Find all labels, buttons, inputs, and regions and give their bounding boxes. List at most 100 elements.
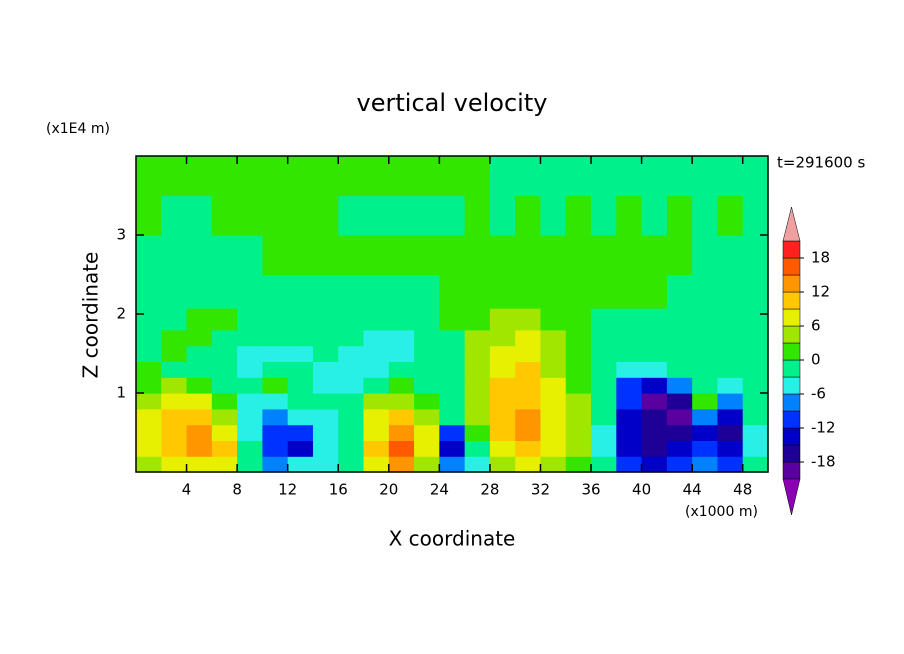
contour-cell: [287, 235, 314, 276]
x-tick-label: 36: [581, 481, 600, 499]
contour-cell: [237, 361, 263, 378]
y-tick-label: 3: [116, 226, 126, 244]
contour-cell: [262, 408, 289, 426]
contour-cell: [211, 424, 238, 441]
colorbar-tick-label: -12: [811, 419, 836, 437]
colorbar-band: [782, 427, 801, 446]
contour-cell: [742, 440, 769, 457]
contour-cell: [262, 456, 289, 473]
contour-cell: [591, 345, 617, 362]
contour-cell: [489, 361, 516, 378]
contour-cell: [565, 274, 592, 309]
x-axis-label: X coordinate: [389, 527, 516, 551]
contour-cell: [616, 456, 643, 473]
contour-cell: [717, 156, 744, 197]
contour-cell: [515, 345, 542, 362]
contour-cell: [742, 456, 769, 473]
contour-cell: [742, 308, 769, 331]
contour-cell: [414, 156, 440, 197]
contour-cell: [388, 424, 415, 441]
contour-cell: [591, 377, 617, 394]
contour-cell: [742, 195, 769, 236]
contour-cell: [515, 235, 542, 276]
contour-cell: [388, 393, 415, 410]
contour-cell: [136, 456, 162, 473]
contour-cell: [136, 408, 162, 426]
contour-cell: [717, 377, 744, 394]
contour-cell: [136, 424, 162, 441]
contour-cell: [414, 377, 440, 394]
contour-cell: [742, 393, 769, 410]
contour-cell: [489, 424, 516, 441]
contour-cell: [161, 235, 188, 276]
time-label: t=291600 s: [777, 154, 865, 172]
contour-cell: [312, 308, 339, 331]
contour-cell: [641, 424, 668, 441]
contour-cell: [489, 329, 516, 347]
contour-cell: [565, 156, 592, 197]
contour-cell: [641, 440, 668, 457]
contour-cell: [312, 393, 339, 410]
contour-cell: [136, 308, 162, 331]
contour-cell: [363, 156, 390, 197]
contour-cell: [414, 393, 440, 410]
colorbar-tick-label: 0: [811, 351, 821, 369]
contour-cell: [186, 235, 213, 276]
contour-cell: [591, 440, 617, 457]
contour-cell: [136, 195, 162, 236]
contour-cell: [338, 274, 365, 309]
contour-cell: [414, 408, 440, 426]
contour-cell: [591, 408, 617, 426]
contour-cell: [338, 456, 365, 473]
contour-cell: [692, 361, 719, 378]
contour-cell: [489, 274, 516, 309]
contour-cell: [439, 440, 466, 457]
contour-cell: [211, 308, 238, 331]
contour-cell: [692, 408, 719, 426]
contour-cell: [262, 308, 289, 331]
contour-cell: [186, 361, 213, 378]
contour-cell: [616, 440, 643, 457]
contour-cell: [312, 456, 339, 473]
contour-cell: [591, 456, 617, 473]
contour-cell: [717, 456, 744, 473]
contour-cell: [161, 345, 188, 362]
contour-cell: [489, 408, 516, 426]
contour-cell: [363, 329, 390, 347]
contour-cell: [186, 195, 213, 236]
contour-cell: [464, 308, 491, 331]
contour-cell: [262, 329, 289, 347]
contour-cell: [742, 361, 769, 378]
contour-cell: [666, 377, 693, 394]
contour-cell: [717, 361, 744, 378]
contour-cell: [641, 308, 668, 331]
contour-cell: [616, 195, 643, 236]
colorbar-band: [782, 376, 801, 395]
contour-cell: [641, 329, 668, 347]
contour-cell: [616, 308, 643, 331]
contour-cell: [287, 308, 314, 331]
contour-cell: [439, 456, 466, 473]
contour-cell: [439, 424, 466, 441]
contour-cell: [591, 195, 617, 236]
contour-cell: [666, 329, 693, 347]
contour-cell: [692, 440, 719, 457]
contour-cell: [591, 393, 617, 410]
contour-cell: [742, 377, 769, 394]
contour-cell: [641, 361, 668, 378]
contour-cell: [186, 156, 213, 197]
contour-cell: [717, 329, 744, 347]
x-tick-label: 44: [683, 481, 702, 499]
contour-cell: [540, 408, 567, 426]
contour-cell: [641, 393, 668, 410]
contour-cell: [312, 274, 339, 309]
x-tick-label: 24: [430, 481, 449, 499]
contour-cell: [616, 274, 643, 309]
contour-cell: [237, 235, 263, 276]
contour-cell: [515, 329, 542, 347]
contour-cell: [136, 156, 162, 197]
contour-cell: [312, 156, 339, 197]
contour-cell: [211, 329, 238, 347]
contour-cell: [489, 235, 516, 276]
